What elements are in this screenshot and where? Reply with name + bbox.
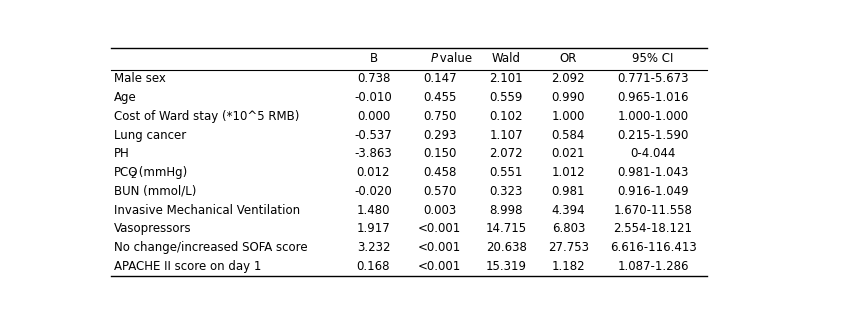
Text: 0.000: 0.000 [357, 110, 391, 123]
Text: 0.771-5.673: 0.771-5.673 [617, 72, 689, 85]
Text: 4.394: 4.394 [551, 204, 585, 216]
Text: 1.917: 1.917 [357, 222, 391, 235]
Text: <0.001: <0.001 [418, 241, 461, 254]
Text: 14.715: 14.715 [486, 222, 527, 235]
Text: 2: 2 [130, 171, 137, 180]
Text: 27.753: 27.753 [548, 241, 589, 254]
Text: 2.072: 2.072 [489, 147, 523, 160]
Text: Age: Age [114, 91, 137, 104]
Text: Vasopressors: Vasopressors [114, 222, 192, 235]
Text: 1.000-1.000: 1.000-1.000 [618, 110, 689, 123]
Text: -0.020: -0.020 [354, 185, 392, 198]
Text: 6.616-116.413: 6.616-116.413 [610, 241, 696, 254]
Text: 1.087-1.286: 1.087-1.286 [617, 260, 689, 273]
Text: -0.010: -0.010 [354, 91, 392, 104]
Text: 1.182: 1.182 [551, 260, 585, 273]
Text: BUN (mmol/L): BUN (mmol/L) [114, 185, 196, 198]
Text: Male sex: Male sex [114, 72, 166, 85]
Text: 0.916-1.049: 0.916-1.049 [617, 185, 689, 198]
Text: Lung cancer: Lung cancer [114, 129, 187, 142]
Text: <0.001: <0.001 [418, 222, 461, 235]
Text: 0.150: 0.150 [423, 147, 456, 160]
Text: Wald: Wald [492, 52, 521, 65]
Text: 1.107: 1.107 [489, 129, 523, 142]
Text: 2.554-18.121: 2.554-18.121 [613, 222, 693, 235]
Text: 0.455: 0.455 [423, 91, 456, 104]
Text: 0.750: 0.750 [423, 110, 456, 123]
Text: 1.480: 1.480 [357, 204, 391, 216]
Text: 0.021: 0.021 [551, 147, 585, 160]
Text: 0.147: 0.147 [423, 72, 456, 85]
Text: 0.559: 0.559 [489, 91, 523, 104]
Text: 1.000: 1.000 [551, 110, 585, 123]
Text: 0.738: 0.738 [357, 72, 391, 85]
Text: 0.458: 0.458 [423, 166, 456, 179]
Text: 0.215-1.590: 0.215-1.590 [618, 129, 689, 142]
Text: 0.965-1.016: 0.965-1.016 [617, 91, 689, 104]
Text: 0.012: 0.012 [357, 166, 391, 179]
Text: Cost of Ward stay (*10^5 RMB): Cost of Ward stay (*10^5 RMB) [114, 110, 300, 123]
Text: 0.981: 0.981 [551, 185, 585, 198]
Text: 0.323: 0.323 [489, 185, 523, 198]
Text: 1.012: 1.012 [551, 166, 585, 179]
Text: B: B [370, 52, 378, 65]
Text: 2.092: 2.092 [551, 72, 585, 85]
Text: 20.638: 20.638 [486, 241, 526, 254]
Text: APACHE II score on day 1: APACHE II score on day 1 [114, 260, 262, 273]
Text: -0.537: -0.537 [354, 129, 392, 142]
Text: 0.584: 0.584 [551, 129, 585, 142]
Text: 0.168: 0.168 [357, 260, 391, 273]
Text: 0.981-1.043: 0.981-1.043 [618, 166, 689, 179]
Text: PCO: PCO [114, 166, 138, 179]
Text: value: value [435, 52, 472, 65]
Text: 0-4.044: 0-4.044 [631, 147, 676, 160]
Text: 0.990: 0.990 [551, 91, 585, 104]
Text: 1.670-11.558: 1.670-11.558 [613, 204, 692, 216]
Text: 8.998: 8.998 [489, 204, 523, 216]
Text: -3.863: -3.863 [354, 147, 392, 160]
Text: 0.551: 0.551 [489, 166, 523, 179]
Text: OR: OR [560, 52, 577, 65]
Text: No change/increased SOFA score: No change/increased SOFA score [114, 241, 308, 254]
Text: 3.232: 3.232 [357, 241, 391, 254]
Text: 15.319: 15.319 [486, 260, 526, 273]
Text: 0.003: 0.003 [423, 204, 456, 216]
Text: 2.101: 2.101 [489, 72, 523, 85]
Text: 95% CI: 95% CI [632, 52, 674, 65]
Text: PH: PH [114, 147, 130, 160]
Text: 0.570: 0.570 [423, 185, 456, 198]
Text: 6.803: 6.803 [551, 222, 585, 235]
Text: (mmHg): (mmHg) [135, 166, 187, 179]
Text: 0.293: 0.293 [423, 129, 456, 142]
Text: P: P [430, 52, 437, 65]
Text: Invasive Mechanical Ventilation: Invasive Mechanical Ventilation [114, 204, 300, 216]
Text: 0.102: 0.102 [489, 110, 523, 123]
Text: <0.001: <0.001 [418, 260, 461, 273]
